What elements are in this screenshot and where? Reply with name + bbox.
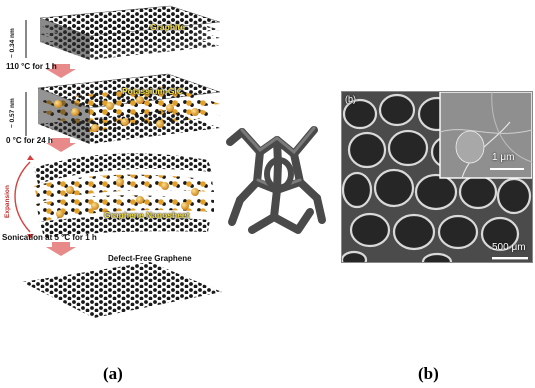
caption-b: (b) bbox=[418, 364, 439, 383]
expansion-label: Expansion bbox=[4, 185, 11, 218]
defect-free-label: Defect-Free Graphene bbox=[108, 254, 192, 263]
single-graphene-sheet bbox=[22, 262, 222, 318]
step-arrow-1 bbox=[46, 64, 76, 78]
step-2-label: 0 °C for 24 h bbox=[6, 136, 53, 145]
potassium-gic-label: Potassium-GIC bbox=[122, 86, 183, 96]
network-unit-cell bbox=[226, 126, 326, 234]
graphene-nanosheet-label: Graphene Nanosheet bbox=[104, 210, 190, 220]
graphite-spacing-label: ~ 0.34 nm bbox=[9, 28, 16, 58]
graphite-label: Graphite bbox=[150, 22, 185, 32]
step-3-label: Sonication at 5 °C for 1 h bbox=[2, 233, 97, 242]
step-arrow-3 bbox=[46, 242, 76, 256]
step-1-label: 110 °C for 1 h bbox=[6, 62, 57, 71]
potassium-gic-stack bbox=[37, 73, 221, 144]
caption-a: (a) bbox=[103, 364, 123, 383]
graphite-stack bbox=[39, 5, 221, 60]
scale-bar-small-label: 1 μm bbox=[492, 152, 515, 163]
sem-inset bbox=[439, 92, 532, 179]
nanosheet-stack bbox=[34, 153, 214, 238]
expansion-arrow bbox=[14, 161, 31, 233]
sem-subpanel-letter: (b) bbox=[345, 94, 356, 104]
exfoliation-schematic bbox=[14, 5, 222, 318]
foam-network bbox=[342, 92, 532, 262]
step-arrow-2 bbox=[46, 138, 76, 152]
sem-image: (b) 1 μm 500 μm bbox=[341, 91, 533, 263]
gic-spacing-label: ~ 0.57 nm bbox=[9, 98, 16, 128]
scale-bar-large-label: 500 μm bbox=[492, 242, 526, 253]
